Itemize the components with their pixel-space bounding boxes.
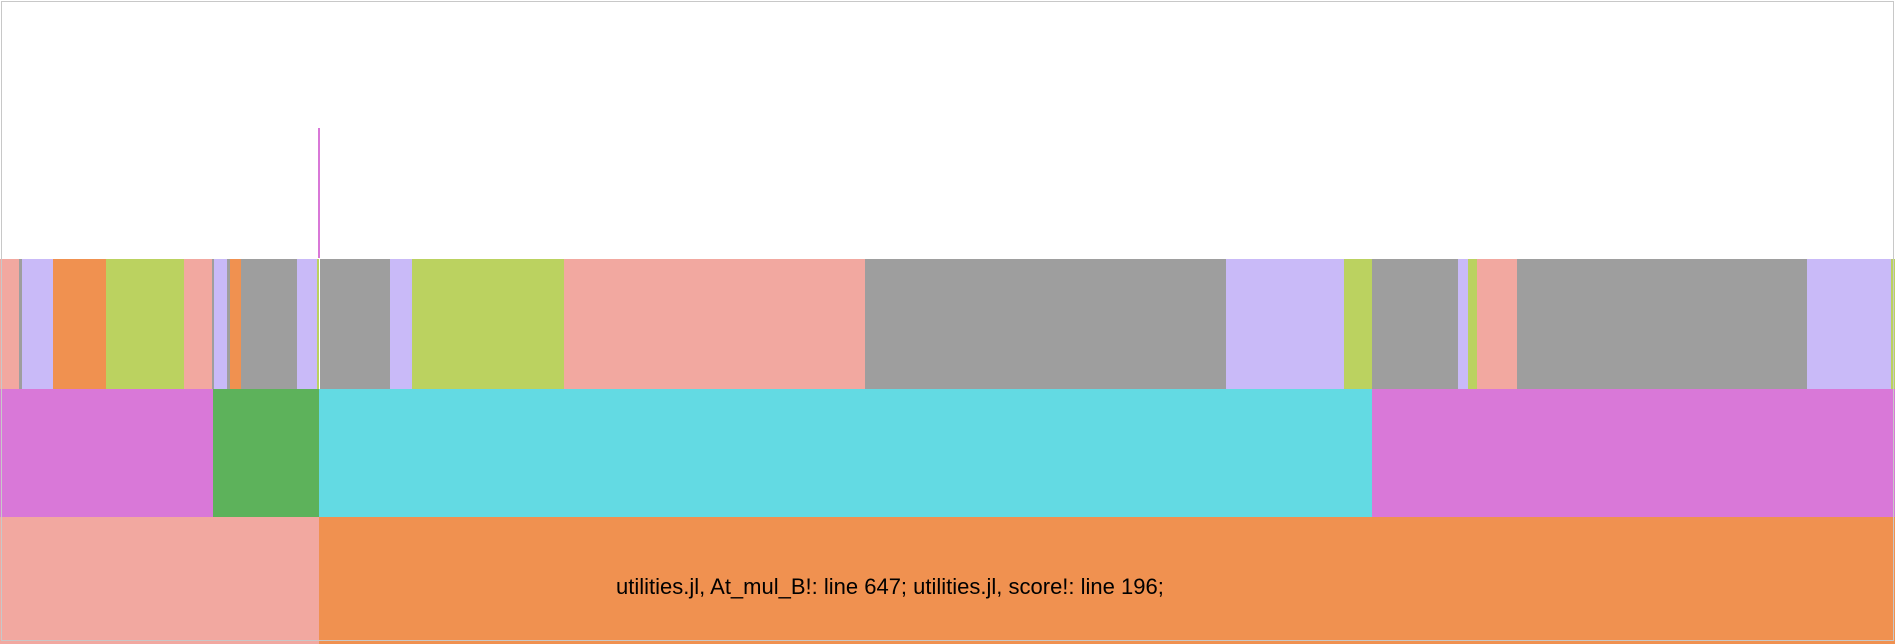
flame-block[interactable] (214, 259, 227, 389)
flame-block[interactable] (1372, 259, 1458, 389)
flame-block[interactable] (1891, 259, 1895, 389)
flame-block[interactable] (19, 259, 22, 389)
flame-block[interactable] (227, 259, 230, 389)
flame-block[interactable] (53, 259, 106, 389)
flame-block[interactable] (1477, 259, 1517, 389)
flame-block[interactable] (1458, 259, 1468, 389)
flame-block[interactable] (297, 259, 317, 389)
flame-block[interactable] (1344, 259, 1372, 389)
flame-block[interactable] (213, 389, 319, 517)
flame-block[interactable] (106, 259, 184, 389)
flame-block[interactable] (0, 389, 213, 517)
flame-block[interactable] (1468, 259, 1477, 389)
flame-block[interactable] (1807, 259, 1891, 389)
flame-block[interactable] (319, 517, 1895, 644)
flame-block[interactable] (230, 259, 241, 389)
flame-block[interactable] (0, 517, 319, 644)
flame-block[interactable] (318, 128, 320, 258)
flame-block[interactable] (319, 389, 1372, 517)
hover-tooltip: utilities.jl, At_mul_B!: line 647; utili… (616, 574, 1164, 599)
flame-block[interactable] (317, 259, 319, 389)
flame-block[interactable] (564, 259, 865, 389)
flame-block[interactable] (390, 259, 412, 389)
flame-block[interactable] (241, 259, 297, 389)
flame-block[interactable] (1226, 259, 1344, 389)
flame-block[interactable] (212, 259, 214, 389)
flame-block[interactable] (1517, 259, 1807, 389)
flame-block[interactable] (865, 259, 1226, 389)
flame-block[interactable] (22, 259, 53, 389)
flame-block[interactable] (0, 259, 19, 389)
flame-block[interactable] (1372, 389, 1895, 517)
flame-block[interactable] (184, 259, 212, 389)
flame-block[interactable] (320, 259, 390, 389)
flame-block[interactable] (412, 259, 564, 389)
